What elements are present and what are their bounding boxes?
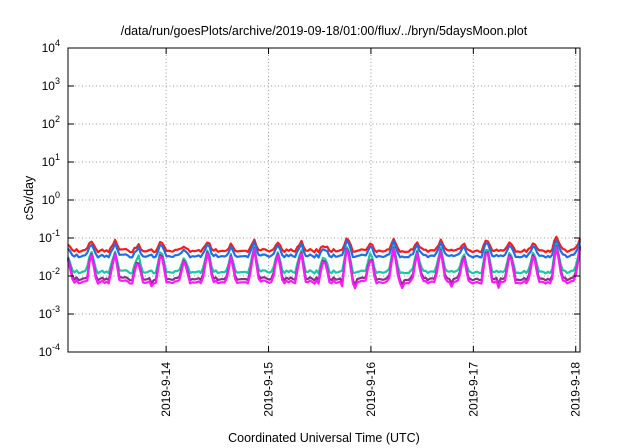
x-tick-label: 2019-9-18 [569,362,583,417]
axes: 104 103 102 101 100 10-1 10-2 10-3 10-4 2019-9-14… [39,38,583,417]
series-layer [66,235,582,290]
y-tick-label: 102 [42,114,60,131]
series-line [66,244,582,287]
chart-title: /data/run/goesPlots/archive/2019-09-18/0… [121,24,528,38]
x-tick-label: 2019-9-15 [262,362,276,417]
series-line [67,238,582,259]
y-tick-label: 10-3 [39,304,60,321]
series-line [67,235,582,254]
y-tick-label: 10-2 [39,266,60,283]
y-tick-label: 101 [42,152,60,169]
series-line [66,245,582,290]
x-tick-label: 2019-9-16 [364,362,378,417]
grid [68,48,580,352]
y-tick-label: 103 [42,76,60,93]
y-tick-label: 104 [42,38,60,55]
x-tick-label: 2019-9-17 [466,362,480,417]
x-tick-label: 2019-9-14 [159,362,173,417]
x-axis-label: Coordinated Universal Time (UTC) [228,431,420,445]
series-line [66,243,582,275]
y-tick-label: 100 [42,190,60,207]
y-tick-label: 10-4 [39,342,60,359]
y-tick-label: 10-1 [39,228,60,245]
y-axis-label: cSv/day [22,175,36,220]
